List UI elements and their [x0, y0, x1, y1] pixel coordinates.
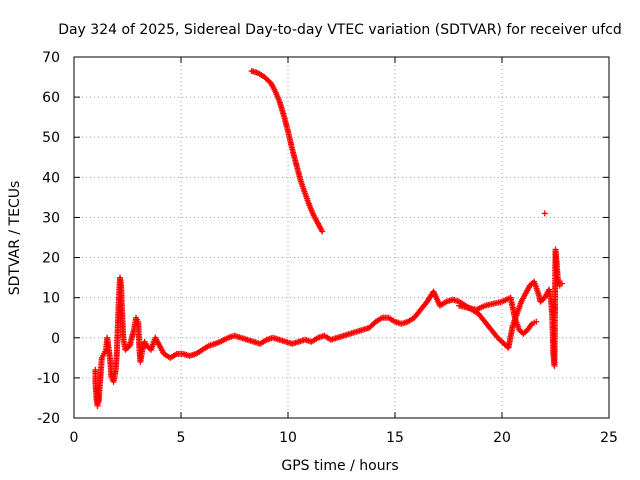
x-tick-label: 10 [279, 430, 297, 446]
trace-marker [370, 321, 377, 328]
trace-marker [265, 77, 272, 84]
y-tick-label: -20 [37, 411, 60, 427]
trace-marker [99, 352, 106, 359]
trace-marker [509, 324, 516, 331]
data-point [541, 210, 548, 217]
trace-marker [488, 301, 495, 308]
trace-marker [314, 218, 321, 225]
trace-marker [293, 160, 300, 167]
trace-marker [280, 110, 287, 117]
x-tick-label: 0 [70, 430, 79, 446]
trace-marker [441, 299, 448, 306]
trace-marker [139, 348, 146, 355]
trace-marker [275, 96, 282, 103]
trace-marker [242, 336, 249, 343]
trace-marker [130, 328, 137, 335]
data-points [92, 68, 565, 409]
trace-marker [463, 304, 470, 311]
trace-marker [134, 316, 141, 323]
trace-marker [415, 309, 422, 316]
y-tick-label: 30 [42, 210, 60, 226]
y-tick-label: 60 [42, 90, 60, 106]
trace-marker [301, 188, 308, 195]
trace-marker [191, 351, 198, 358]
trace-marker [210, 341, 217, 348]
y-tick-label: 40 [42, 170, 60, 186]
trace-marker [172, 351, 179, 358]
x-tick-label: 15 [386, 430, 404, 446]
trace-marker [332, 335, 339, 342]
trace-marker [294, 339, 301, 346]
trace-marker [377, 315, 384, 322]
trace-marker [480, 303, 487, 310]
trace-marker [515, 325, 522, 332]
x-tick-label: 5 [177, 430, 186, 446]
trace-marker [358, 327, 365, 334]
y-tick-label: 70 [42, 50, 60, 66]
trace-marker [236, 334, 243, 341]
trace-marker [403, 319, 410, 326]
trace-marker [305, 200, 312, 207]
trace-marker [261, 337, 268, 344]
trace-marker [351, 329, 358, 336]
y-tick-label: 0 [51, 331, 60, 347]
y-tick-label: 20 [42, 251, 60, 267]
trace-marker [197, 347, 204, 354]
trace-marker [274, 336, 281, 343]
trace-marker [249, 338, 256, 345]
trace-marker [390, 317, 397, 324]
trace-marker [288, 144, 295, 151]
tick-labels: 0 5 10 15 20 25 -20 -10 0 10 20 30 40 50 60 70 [37, 50, 618, 446]
trace-marker [497, 299, 504, 306]
trace-marker [281, 338, 288, 345]
x-tick-label: 20 [493, 430, 511, 446]
trace-marker [297, 176, 304, 183]
y-tick-label: -10 [37, 371, 60, 387]
trace-marker [313, 335, 320, 342]
trace-marker [142, 340, 149, 347]
grid-lines [74, 57, 609, 418]
trace-marker [556, 281, 563, 288]
y-axis-label: SDTVAR / TECUs [7, 181, 23, 296]
trace-marker [502, 342, 509, 349]
x-tick-label: 25 [600, 430, 618, 446]
trace-marker [253, 69, 260, 76]
trace-marker [223, 335, 230, 342]
trace-marker [383, 314, 390, 321]
trace-marker [345, 331, 352, 338]
trace-marker [318, 226, 325, 233]
trace-marker [98, 356, 105, 363]
trace-marker [527, 322, 534, 329]
trace-marker [271, 86, 278, 93]
trace-marker [492, 332, 499, 339]
trace-marker [155, 341, 162, 348]
trace-marker [534, 288, 541, 295]
trace-marker [511, 313, 518, 320]
trace-marker [284, 126, 291, 133]
y-tick-label: 10 [42, 291, 60, 307]
plot-frame [73, 56, 610, 419]
trace-marker [479, 316, 486, 323]
trace-marker [339, 333, 346, 340]
chart-title: Day 324 of 2025, Sidereal Day-to-day VTE… [58, 22, 622, 38]
x-axis-label: GPS time / hours [281, 458, 398, 474]
y-tick-label: 50 [42, 130, 60, 146]
trace-marker [217, 338, 224, 345]
trace-marker [486, 324, 493, 331]
trace-marker [309, 210, 316, 217]
trace-marker [517, 300, 524, 307]
trace-marker [521, 292, 528, 299]
trace-marker [204, 343, 211, 350]
trace-marker [531, 319, 538, 326]
trace-marker [454, 298, 461, 305]
trace-marker [421, 301, 428, 308]
